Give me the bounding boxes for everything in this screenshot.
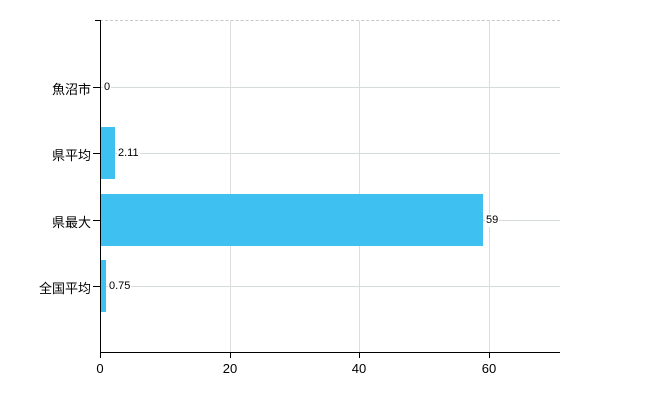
bar-1 <box>101 127 115 179</box>
bar-2 <box>101 194 483 246</box>
y-axis-tick <box>93 220 100 221</box>
x-tick-label-3: 60 <box>481 361 497 376</box>
y-axis-tick <box>93 286 100 287</box>
bar-3 <box>101 260 106 312</box>
x-tick-label-2: 40 <box>351 361 367 376</box>
y-axis-top-tick <box>95 20 100 21</box>
category-label-2: 県最大 <box>51 215 91 230</box>
value-label-1: 2.11 <box>117 147 140 160</box>
category-label-0: 魚沼市 <box>51 82 91 97</box>
row-gridline <box>100 286 560 287</box>
x-axis-tick <box>359 352 360 358</box>
value-label-0: 0 <box>103 81 112 94</box>
x-axis-tick <box>230 352 231 358</box>
category-label-1: 県平均 <box>51 148 91 163</box>
x-gridline <box>489 21 490 352</box>
x-axis-tick <box>100 352 101 358</box>
category-label-3: 全国平均 <box>38 281 91 296</box>
x-tick-label-0: 0 <box>96 361 104 376</box>
plot-top-border <box>100 20 560 21</box>
row-gridline <box>100 87 560 88</box>
row-gridline <box>100 153 560 154</box>
x-gridline <box>359 21 360 352</box>
x-tick-label-1: 20 <box>222 361 238 376</box>
value-label-2: 59 <box>485 214 500 227</box>
x-gridline <box>230 21 231 352</box>
y-axis-line <box>100 20 102 352</box>
x-axis-line <box>100 352 560 354</box>
y-axis-tick <box>93 87 100 88</box>
x-axis-tick <box>489 352 490 358</box>
y-axis-tick <box>93 153 100 154</box>
value-label-3: 0.75 <box>108 280 132 293</box>
